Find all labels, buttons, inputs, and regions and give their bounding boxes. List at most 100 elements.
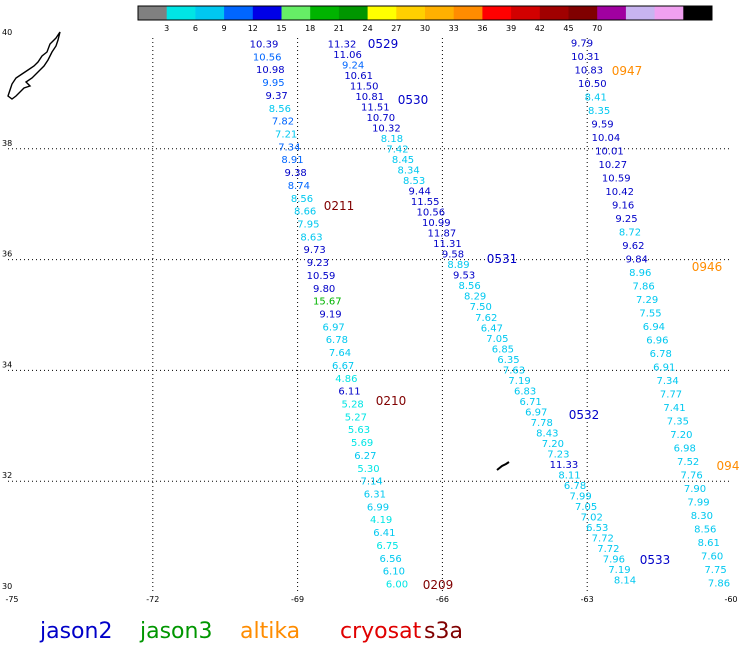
- swh-value: 7.21: [275, 130, 297, 141]
- colorbar-swatch: [425, 6, 455, 20]
- swh-value: 9.95: [262, 78, 284, 89]
- longitude-labels: -75 -72 -69 -66 -63 -60: [5, 595, 737, 604]
- swh-value: 10.99: [422, 218, 451, 229]
- swh-value: 8.35: [588, 106, 610, 117]
- swh-value: 10.50: [578, 79, 607, 90]
- swh-value: 7.95: [297, 220, 319, 231]
- swh-value: 7.23: [547, 449, 569, 460]
- swh-value: 8.43: [536, 428, 558, 439]
- colorbar-swatch: [568, 6, 598, 20]
- swh-value: 8.56: [269, 104, 291, 115]
- swh-value: 6.78: [326, 335, 348, 346]
- colorbar-label: 18: [305, 24, 315, 33]
- colorbar-label: 15: [276, 24, 286, 33]
- swh-value: 10.56: [253, 52, 282, 63]
- swh-value: 7.86: [708, 579, 730, 590]
- swh-value: 9.80: [313, 284, 335, 295]
- colorbar-swatch: [597, 6, 627, 20]
- swh-value: 6.53: [586, 523, 608, 534]
- colorbar-swatch: [338, 6, 369, 20]
- swh-value: 6.35: [497, 355, 519, 366]
- swh-value: 7.34: [656, 376, 678, 387]
- swh-value: 8.30: [691, 511, 713, 522]
- swh-value: 7.76: [680, 471, 702, 482]
- swh-value: 6.97: [323, 322, 345, 333]
- swh-value: 9.59: [591, 120, 613, 131]
- swh-value: 7.14: [361, 477, 383, 488]
- colorbar-swatch: [539, 6, 569, 20]
- colorbar-swatch: [138, 6, 168, 20]
- coastline-bermuda: [496, 461, 510, 471]
- swh-value: 5.27: [345, 412, 367, 423]
- longitude-label: -60: [724, 595, 737, 604]
- swh-value: 15.67: [313, 297, 342, 308]
- colorbar-swatch: [166, 6, 196, 20]
- swh-value: 10.04: [592, 133, 621, 144]
- swh-value: 7.77: [660, 390, 682, 401]
- colorbar-label: 3: [164, 24, 169, 33]
- longitude-label: -69: [291, 595, 304, 604]
- swh-value: 6.96: [646, 336, 668, 347]
- legend-item: s3a: [424, 619, 463, 644]
- swh-value: 6.67: [332, 361, 354, 372]
- swh-value: 7.19: [608, 565, 630, 576]
- latitude-label: 38: [2, 139, 12, 148]
- swh-value: 6.83: [514, 386, 536, 397]
- swh-value: 5.28: [342, 400, 364, 411]
- swh-value: 7.72: [592, 533, 614, 544]
- swh-value: 7.99: [569, 491, 591, 502]
- longitude-label: -72: [146, 595, 159, 604]
- swh-value: 8.11: [558, 470, 580, 481]
- pass-label: 0531: [487, 252, 518, 266]
- swh-value: 8.72: [619, 228, 641, 239]
- swh-value: 7.55: [639, 309, 661, 320]
- swh-value: 6.98: [674, 444, 696, 455]
- swh-value: 8.74: [288, 181, 310, 192]
- colorbar-swatch: [453, 6, 483, 20]
- longitude-label: -75: [5, 595, 18, 604]
- swh-value: 11.50: [350, 82, 379, 93]
- swh-value: 7.99: [687, 498, 709, 509]
- swh-value: 7.86: [633, 282, 655, 293]
- swh-value: 10.32: [372, 124, 401, 135]
- swh-value: 7.62: [475, 313, 497, 324]
- colorbar-label: 9: [222, 24, 227, 33]
- longitude-label: -66: [436, 595, 449, 604]
- swh-value: 7.64: [329, 348, 351, 359]
- swh-value: 8.18: [381, 134, 403, 145]
- latitude-label: 30: [2, 582, 12, 591]
- colorbar-swatch: [224, 6, 254, 20]
- colorbar-labels: 3 6 9 12 15 18 21 24 27 30 33 36 39 42 45 70: [164, 24, 602, 33]
- swh-value: 6.75: [376, 541, 398, 552]
- swh-value: 10.98: [256, 65, 285, 76]
- pass-label: 0210: [376, 394, 407, 408]
- swh-value: 8.61: [698, 538, 720, 549]
- swh-value: 11.32: [328, 40, 357, 51]
- swh-value: 8.89: [447, 260, 469, 271]
- pass-label: 0529: [368, 37, 399, 51]
- swh-value: 8.14: [614, 576, 636, 587]
- swh-value: 7.78: [531, 418, 553, 429]
- swh-value: 6.78: [564, 481, 586, 492]
- swh-value: 11.51: [361, 103, 390, 114]
- swh-value: 10.39: [250, 40, 279, 51]
- swh-value: 10.31: [571, 52, 600, 63]
- swh-value: 7.05: [575, 502, 597, 513]
- swh-value: 7.60: [701, 552, 723, 563]
- satellite-legend: jason2 jason3 altika cryosat s3a: [39, 619, 463, 644]
- colorbar-label: 42: [535, 24, 545, 33]
- swh-value: 6.27: [354, 451, 376, 462]
- swh-value: 7.52: [677, 457, 699, 468]
- pass-label: 0211: [324, 199, 355, 213]
- swh-value: 5.30: [357, 464, 379, 475]
- swh-value: 9.58: [442, 250, 464, 261]
- latitude-label: 32: [2, 471, 12, 480]
- swh-value: 11.06: [333, 50, 362, 61]
- swh-value: 9.23: [307, 258, 329, 269]
- swh-value: 10.56: [416, 208, 445, 219]
- swh-value: 9.16: [612, 201, 634, 212]
- swh-value: 9.53: [453, 271, 475, 282]
- swh-value: 7.72: [597, 544, 619, 555]
- swh-value: 9.38: [285, 168, 307, 179]
- legend-item: cryosat: [340, 619, 422, 644]
